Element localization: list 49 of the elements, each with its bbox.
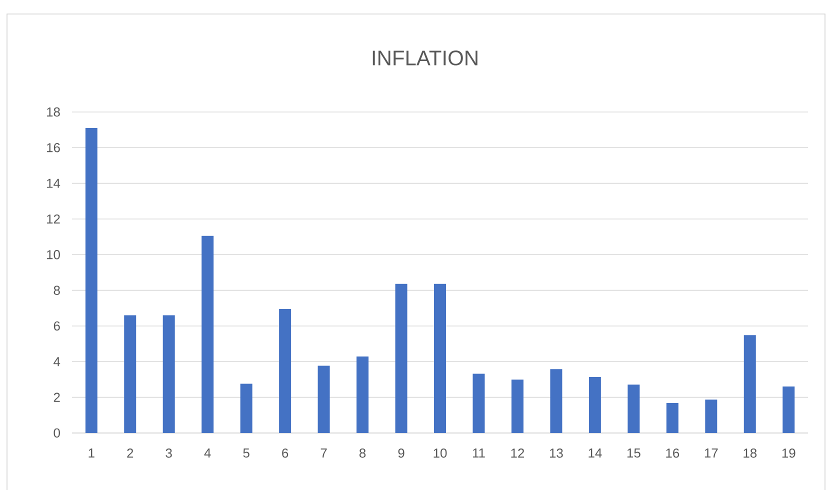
y-tick-label: 8	[54, 286, 60, 295]
bar	[628, 384, 640, 433]
bar	[588, 376, 601, 433]
y-tick-label: 4	[54, 357, 60, 366]
bar	[705, 400, 718, 433]
bar	[279, 309, 292, 433]
bar	[318, 366, 330, 433]
x-tick-label: 2	[127, 448, 134, 458]
x-tick-label: 5	[243, 448, 250, 458]
y-tick-label: 6	[54, 321, 60, 331]
x-tick-label: 9	[398, 448, 404, 458]
bar	[744, 335, 756, 433]
y-tick-label: 10	[47, 250, 60, 260]
x-tick-label: 3	[166, 448, 172, 458]
x-tick-label: 15	[627, 448, 640, 458]
bar	[550, 369, 562, 433]
y-tick-label: 14	[47, 178, 60, 188]
x-tick-label: 11	[472, 448, 485, 458]
x-tick-label: 6	[282, 448, 288, 458]
bar	[124, 315, 136, 433]
bar	[240, 384, 252, 433]
x-tick-label: 7	[320, 448, 327, 458]
x-tick-label: 18	[744, 448, 757, 458]
y-tick-label: 0	[54, 428, 60, 438]
x-tick-label: 13	[550, 448, 563, 458]
x-tick-label: 19	[782, 448, 796, 458]
bar	[356, 356, 369, 433]
bar	[395, 284, 408, 433]
bar	[162, 315, 175, 433]
y-tick-label: 2	[54, 392, 60, 402]
bar	[472, 374, 485, 433]
x-tick-label: 12	[511, 448, 524, 458]
x-tick-label: 16	[666, 448, 680, 458]
y-tick-label: 12	[47, 214, 60, 224]
bar	[782, 386, 795, 433]
y-tick-label: 18	[47, 107, 60, 117]
x-tick-label: 17	[704, 448, 718, 458]
bar	[202, 236, 214, 433]
bar	[85, 128, 98, 433]
x-tick-label: 4	[204, 448, 211, 458]
bar	[511, 380, 524, 433]
bar	[666, 403, 678, 433]
x-tick-label: 1	[88, 448, 94, 458]
bar	[434, 284, 446, 433]
x-tick-label: 14	[588, 448, 602, 458]
x-tick-label: 8	[359, 448, 366, 458]
y-tick-label: 16	[47, 143, 60, 152]
x-tick-label: 10	[434, 448, 447, 458]
chart-title: INFLATION	[372, 50, 478, 66]
